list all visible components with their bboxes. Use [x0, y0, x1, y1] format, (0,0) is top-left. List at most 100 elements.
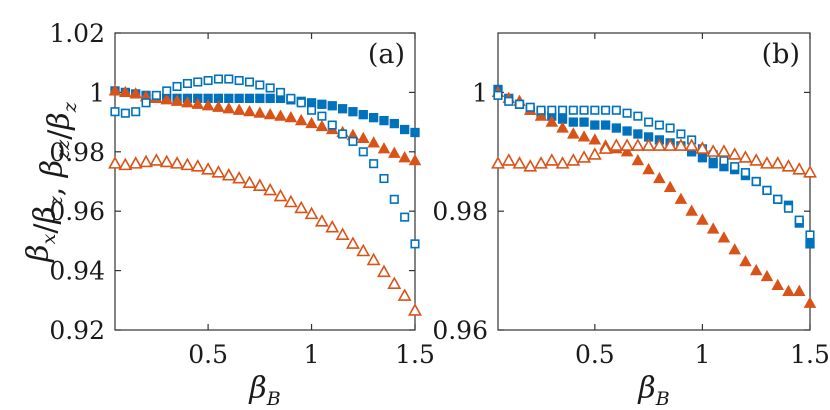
data-point [317, 99, 327, 109]
data-point [706, 144, 721, 157]
data-point [151, 90, 161, 100]
data-point [697, 153, 708, 163]
data-point [739, 254, 752, 267]
data-point [139, 154, 153, 168]
data-point [696, 213, 709, 225]
data-point [783, 203, 794, 213]
plot-frame [497, 32, 811, 331]
data-point [263, 182, 278, 196]
data-point [120, 108, 130, 118]
x-axis-label-b: βB [637, 371, 669, 410]
x-tick-label: 0.5 [575, 340, 615, 369]
data-point [630, 138, 645, 151]
data-point [327, 120, 337, 130]
data-point [611, 123, 621, 133]
series-triangle-filled [491, 85, 817, 308]
data-point [525, 102, 535, 112]
data-point [243, 105, 256, 117]
data-point [773, 194, 783, 204]
panel-label: (b) [762, 39, 800, 70]
data-point [141, 98, 151, 108]
x-axis-label-a: βB [248, 371, 280, 410]
y-tick-label: 1 [472, 78, 488, 107]
data-point [579, 117, 589, 127]
data-point [232, 103, 246, 115]
data-point [398, 151, 411, 163]
data-point [358, 110, 368, 120]
data-point [275, 87, 286, 97]
data-point [294, 200, 309, 214]
data-point [255, 93, 265, 103]
y-tick-label: 0.92 [49, 316, 105, 345]
data-point [717, 231, 731, 243]
data-point [356, 131, 370, 144]
data-point [367, 136, 380, 148]
y-tick-label: 1 [89, 78, 105, 107]
data-point [590, 120, 600, 130]
data-point [182, 78, 192, 89]
data-point [684, 138, 699, 151]
data-point [633, 111, 643, 121]
data-point [377, 142, 391, 154]
data-point [544, 153, 559, 166]
panel-b: 0.5 1 1.5 0.96 0.98 1 (b) [432, 32, 830, 369]
data-point [358, 147, 368, 157]
data-point [641, 138, 656, 151]
data-point [325, 220, 340, 233]
data-point [201, 162, 216, 175]
data-point [514, 99, 525, 109]
data-point [665, 123, 675, 133]
data-point [201, 99, 215, 111]
data-point [348, 107, 358, 117]
data-point [598, 141, 613, 154]
x-tick-label: 1 [694, 340, 710, 369]
data-point [128, 156, 143, 169]
panel-a: 0.5 1 1.5 0.92 0.94 0.96 0.98 1 1.02 (a) [49, 19, 435, 369]
data-point [265, 93, 275, 103]
data-point [566, 153, 581, 166]
data-point [579, 105, 589, 115]
data-point [631, 154, 645, 166]
x-axis-label-text: βB [248, 371, 280, 410]
data-point [160, 93, 174, 105]
data-point [654, 120, 664, 130]
y-axis-label: βx/βz, βzz/βz [21, 101, 81, 262]
data-point [771, 278, 785, 291]
panel-label: (a) [368, 39, 405, 70]
data-point [792, 162, 807, 175]
data-point [180, 157, 195, 171]
data-point [377, 264, 391, 278]
data-point [782, 284, 795, 296]
data-point [224, 74, 234, 84]
data-point [213, 74, 223, 84]
data-point [129, 87, 142, 99]
data-point [491, 156, 505, 169]
data-point [410, 239, 420, 249]
data-point [327, 101, 337, 111]
data-point [162, 86, 172, 96]
x-tick-label: 1 [304, 340, 320, 369]
data-point [348, 136, 358, 146]
data-point [345, 236, 360, 249]
x-tick-label: 1.5 [790, 340, 830, 369]
data-point [294, 113, 308, 126]
data-point [232, 171, 247, 184]
data-point [400, 124, 410, 135]
data-point [234, 93, 244, 103]
y-tick-label: 0.96 [49, 197, 105, 226]
data-point [304, 206, 319, 220]
data-point [397, 288, 412, 301]
data-point [558, 105, 568, 115]
data-point [792, 284, 806, 296]
data-point [253, 106, 267, 118]
data-point [620, 138, 635, 151]
data-point [389, 194, 399, 204]
data-point [781, 159, 796, 172]
y-tick-label: 0.98 [432, 197, 488, 226]
data-point [622, 126, 632, 136]
x-axis-label-text: βB [637, 371, 669, 410]
data-point [770, 156, 785, 169]
data-point [676, 129, 686, 139]
data-point [274, 109, 287, 121]
data-point [305, 116, 318, 129]
